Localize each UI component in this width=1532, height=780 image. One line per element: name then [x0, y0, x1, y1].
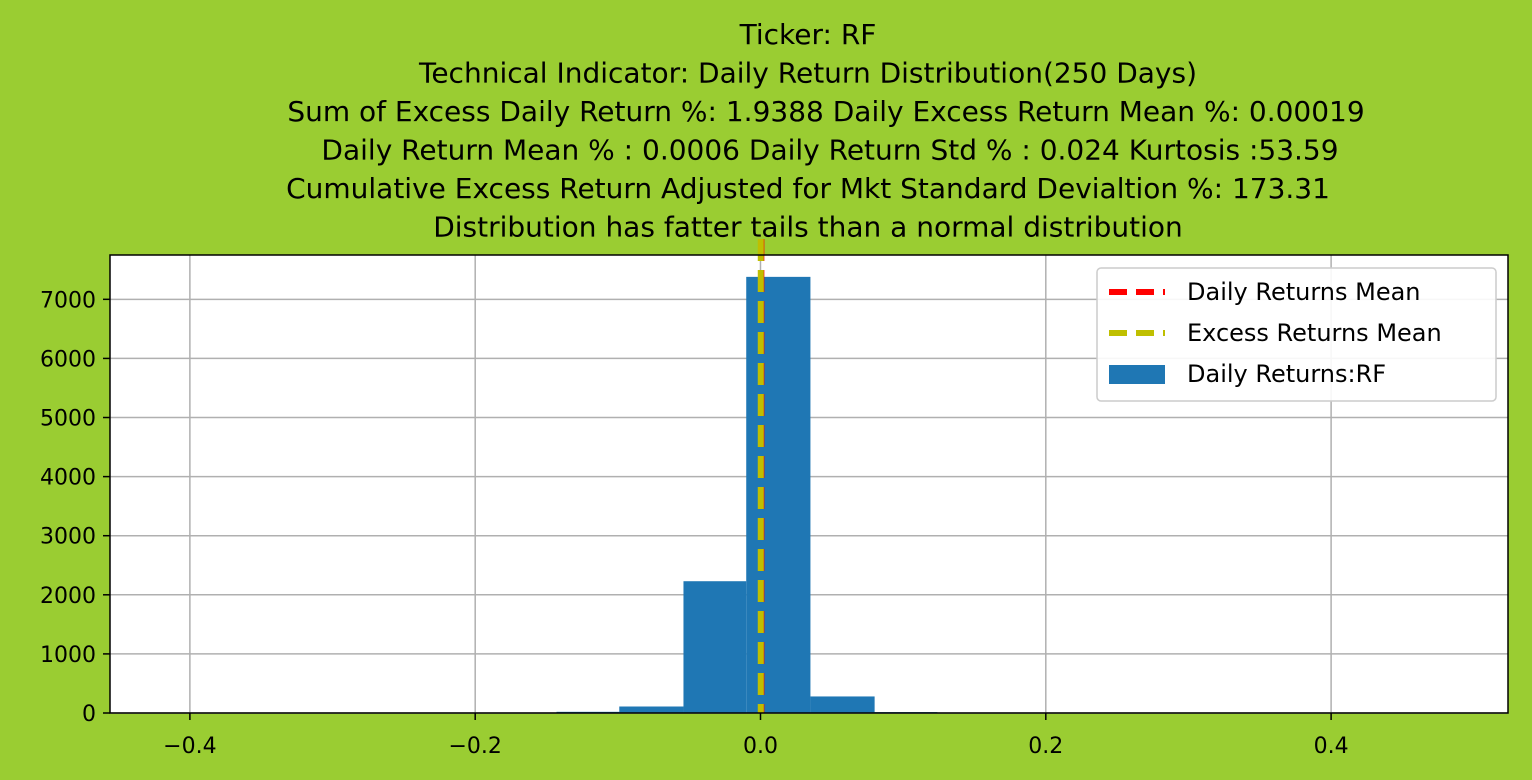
title-line: Daily Return Mean % : 0.0006 Daily Retur…: [321, 134, 1338, 167]
histogram-bar: [810, 696, 875, 713]
y-tick-label: 5000: [40, 407, 96, 432]
plot-frame: [109, 254, 1509, 714]
histogram-bar: [683, 581, 747, 713]
title-line: Ticker: RF: [739, 18, 877, 51]
x-tick-label: −0.2: [448, 734, 501, 759]
y-tick-label: 4000: [40, 466, 96, 491]
title-line: Sum of Excess Daily Return %: 1.9388 Dai…: [287, 95, 1364, 128]
y-tick-label: 0: [82, 702, 96, 727]
y-tick-label: 1000: [40, 643, 96, 668]
legend-label: Daily Returns:RF: [1187, 360, 1386, 388]
legend-box: [1096, 267, 1497, 402]
y-tick-label: 7000: [40, 288, 96, 313]
x-tick-label: 0.4: [1314, 734, 1349, 759]
x-tick-label: −0.4: [163, 734, 216, 759]
title-line: Cumulative Excess Return Adjusted for Mk…: [286, 172, 1330, 205]
mean-lines: [757, 239, 765, 713]
title-line: Distribution has fatter tails than a nor…: [433, 211, 1183, 244]
y-axis: 0 1000 2000 3000 4000 5000 6000 7000: [40, 288, 110, 727]
legend: Daily Returns Mean Excess Returns Mean Dai…: [1096, 267, 1497, 402]
histogram-bar: [619, 706, 684, 713]
chart-title: Ticker: RF Technical Indicator: Daily Ret…: [286, 18, 1365, 244]
title-line: Technical Indicator: Daily Return Distri…: [418, 57, 1197, 90]
legend-swatch-bar: [1109, 365, 1165, 384]
histogram-bar: [746, 276, 811, 713]
histogram-bars: [556, 276, 938, 713]
x-tick-label: 0.0: [743, 734, 778, 759]
legend-label: Daily Returns Mean: [1187, 278, 1421, 306]
y-tick-label: 2000: [40, 584, 96, 609]
legend-label: Excess Returns Mean: [1187, 319, 1442, 347]
x-axis: −0.4 −0.2 0.0 0.2 0.4: [163, 713, 1349, 759]
y-tick-label: 3000: [40, 525, 96, 550]
y-tick-label: 6000: [40, 347, 96, 372]
x-tick-label: 0.2: [1028, 734, 1063, 759]
